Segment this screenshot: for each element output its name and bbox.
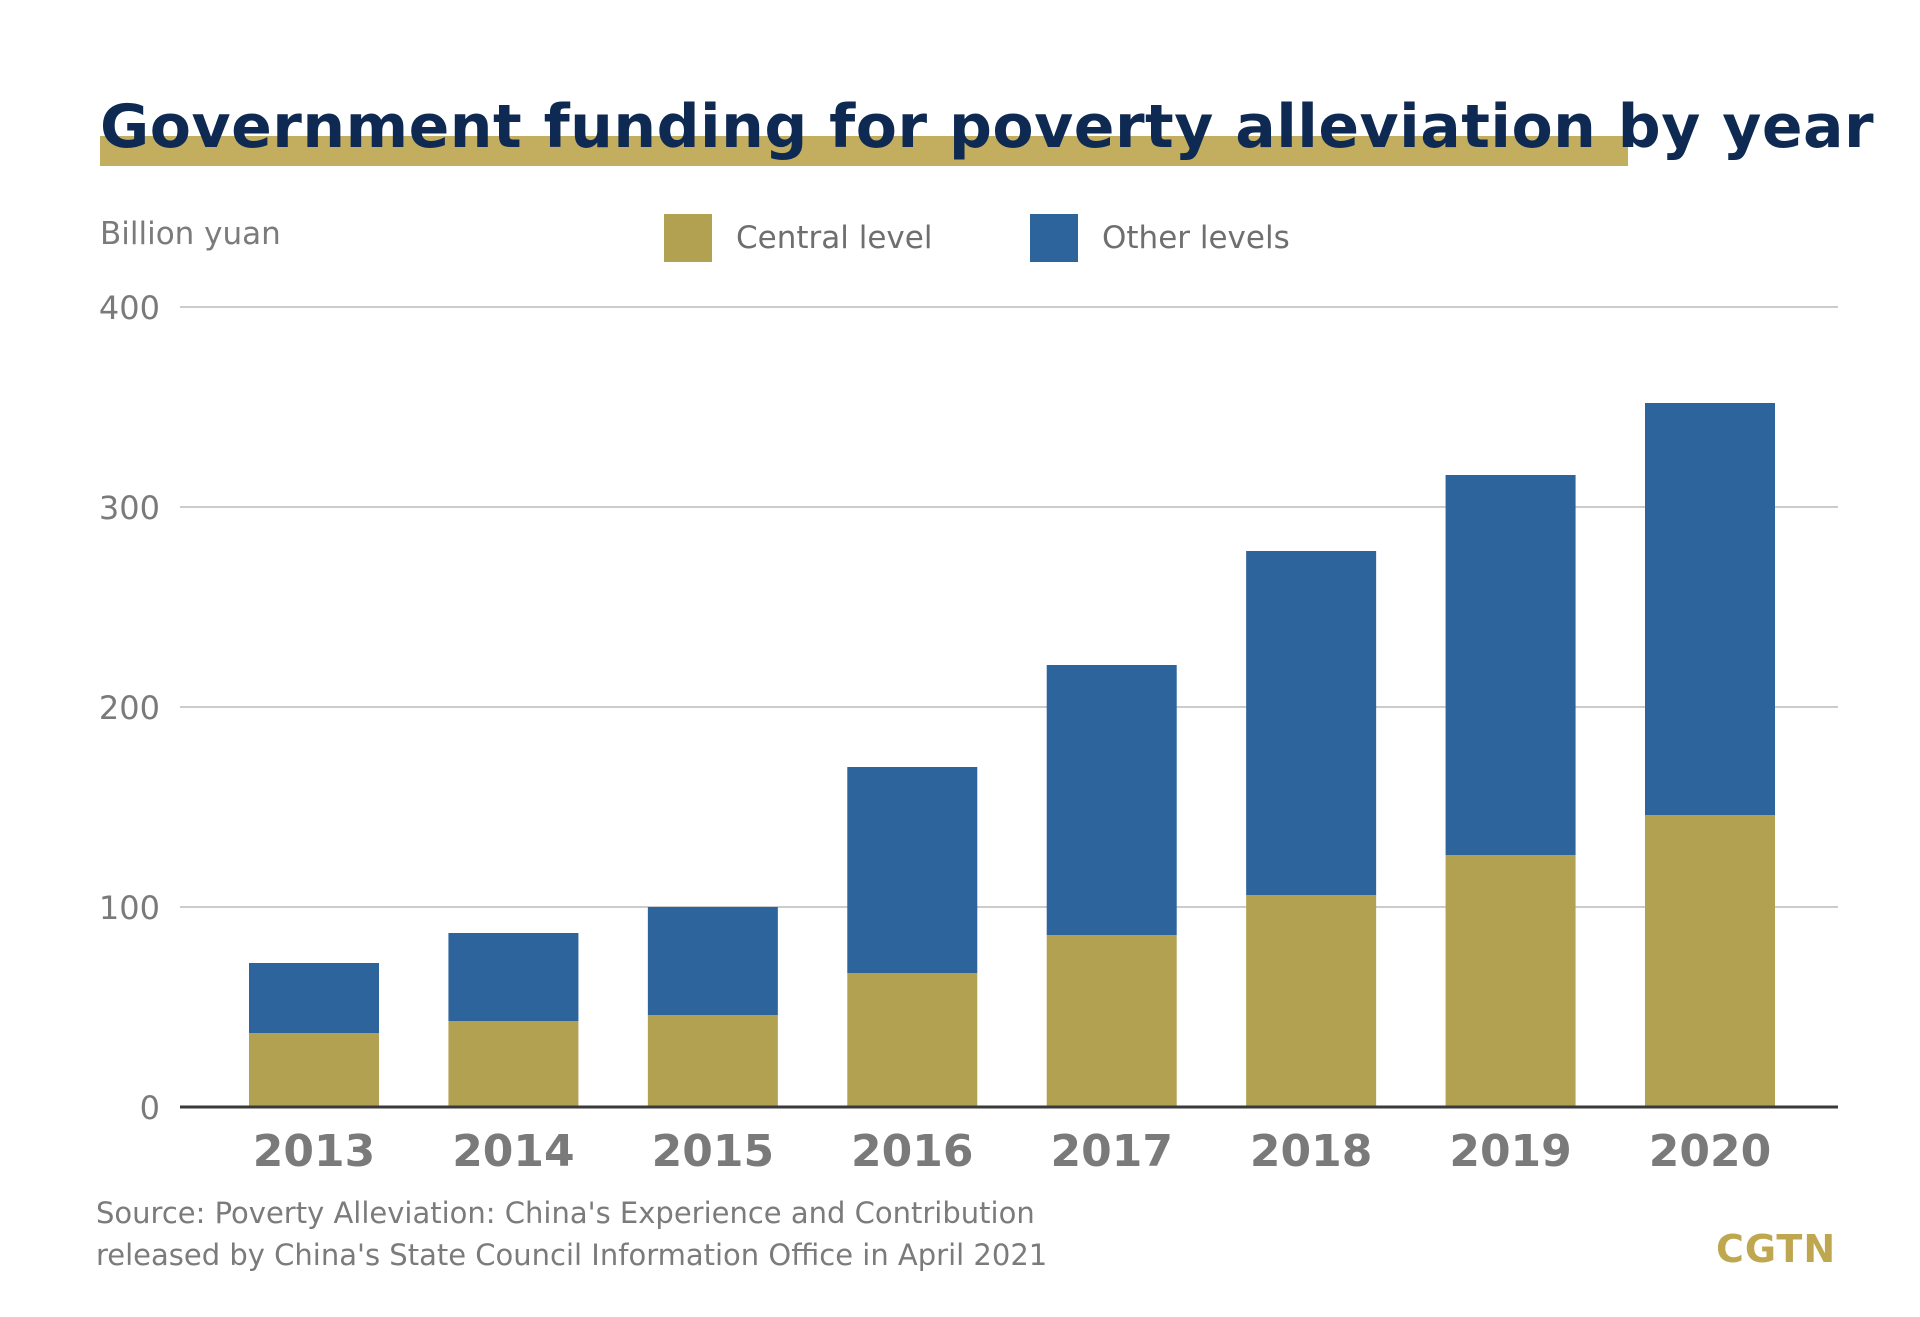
legend-label-other: Other levels: [1102, 220, 1290, 256]
bar-central-2016: [847, 973, 978, 1107]
source-line-1: Source: Poverty Alleviation: China's Exp…: [96, 1196, 1035, 1230]
legend-label-central: Central level: [736, 220, 933, 256]
bar-other-2013: [249, 963, 379, 1033]
source-note: Source: Poverty Alleviation: China's Exp…: [96, 1192, 1047, 1276]
title-highlight-band: [100, 136, 1628, 166]
legend-swatch-central: [664, 214, 712, 262]
x-tick-label-2020: 2020: [1649, 1126, 1771, 1177]
legend-item-other: Other levels: [1030, 214, 1290, 262]
y-axis-unit-label: Billion yuan: [100, 216, 281, 252]
bar-central-2017: [1046, 935, 1177, 1107]
y-tick-label-0: 0: [140, 1089, 160, 1127]
chart-title: Government funding for poverty alleviati…: [100, 92, 1875, 162]
bar-central-2015: [647, 1015, 778, 1107]
legend-item-central: Central level: [664, 214, 932, 262]
x-tick-label-2019: 2019: [1449, 1126, 1571, 1177]
bar-central-2013: [249, 1033, 379, 1107]
brand-logo: CGTN: [1716, 1227, 1837, 1271]
bar-central-2020: [1645, 815, 1775, 1107]
y-tick-label-100: 100: [99, 889, 160, 927]
x-tick-label-2017: 2017: [1050, 1126, 1172, 1177]
bar-other-2017: [1046, 665, 1177, 935]
bar-central-2019: [1445, 855, 1576, 1107]
source-line-2: released by China's State Council Inform…: [96, 1238, 1048, 1272]
bar-central-2018: [1246, 895, 1377, 1107]
x-tick-label-2013: 2013: [253, 1126, 375, 1177]
x-tick-label-2014: 2014: [452, 1126, 574, 1177]
bar-other-2014: [448, 933, 579, 1021]
bar-other-2019: [1445, 475, 1576, 855]
x-tick-label-2015: 2015: [652, 1126, 774, 1177]
bar-other-2020: [1645, 403, 1775, 815]
bar-other-2018: [1246, 551, 1377, 895]
bar-central-2014: [448, 1021, 579, 1107]
bar-other-2015: [647, 907, 778, 1015]
x-tick-label-2016: 2016: [851, 1126, 973, 1177]
bar-other-2016: [847, 767, 978, 973]
x-tick-label-2018: 2018: [1250, 1126, 1372, 1177]
legend-swatch-other: [1030, 214, 1078, 262]
y-tick-label-300: 300: [99, 489, 160, 527]
y-tick-label-400: 400: [99, 289, 160, 327]
y-tick-label-200: 200: [99, 689, 160, 727]
